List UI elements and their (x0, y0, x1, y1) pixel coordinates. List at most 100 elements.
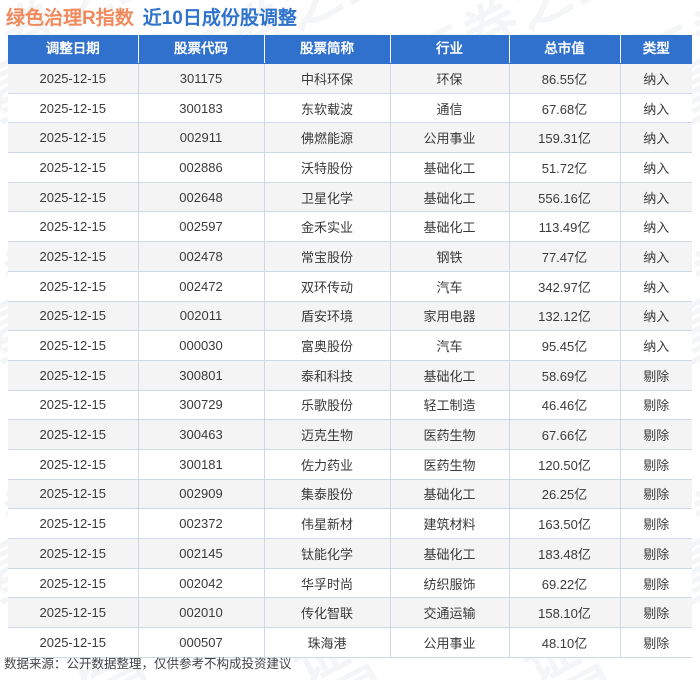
constituent-adjustment-table: 调整日期 股票代码 股票简称 行业 总市值 类型 2025-12-15 30117… (8, 35, 692, 658)
column-header-mktcap[interactable]: 总市值 (509, 35, 621, 64)
table-row[interactable]: 2025-12-15 002909 集泰股份 基础化工 26.25亿 剔除 (8, 479, 692, 510)
cell-industry: 基础化工 (390, 360, 510, 391)
cell-industry: 建筑材料 (390, 508, 510, 539)
cell-mktcap: 86.55亿 (509, 63, 621, 94)
cell-industry: 通信 (390, 93, 510, 124)
cell-mktcap: 48.10亿 (509, 627, 621, 658)
cell-mktcap: 113.49亿 (509, 211, 621, 243)
cell-date: 2025-12-15 (8, 93, 139, 124)
cell-mktcap: 183.48亿 (509, 538, 621, 569)
cell-date: 2025-12-15 (8, 241, 139, 272)
cell-mktcap: 46.46亿 (509, 390, 621, 421)
table-row[interactable]: 2025-12-15 301175 中科环保 环保 86.55亿 纳入 (8, 63, 692, 94)
cell-mktcap: 556.16亿 (509, 182, 621, 213)
cell-industry: 公用事业 (390, 122, 510, 154)
cell-type: 纳入 (620, 152, 692, 183)
cell-type: 纳入 (620, 271, 692, 302)
cell-name: 卫星化学 (264, 182, 391, 213)
cell-date: 2025-12-15 (8, 568, 139, 599)
cell-industry: 基础化工 (390, 152, 510, 183)
cell-name: 乐歌股份 (264, 390, 391, 421)
cell-name: 集泰股份 (264, 479, 391, 510)
table-row[interactable]: 2025-12-15 000507 珠海港 公用事业 48.10亿 剔除 (8, 627, 692, 658)
column-header-date[interactable]: 调整日期 (8, 35, 139, 64)
table-row[interactable]: 2025-12-15 002911 佛燃能源 公用事业 159.31亿 纳入 (8, 122, 692, 154)
table-row[interactable]: 2025-12-15 300801 泰和科技 基础化工 58.69亿 剔除 (8, 360, 692, 391)
cell-date: 2025-12-15 (8, 122, 139, 154)
cell-type: 剔除 (620, 479, 692, 510)
cell-mktcap: 26.25亿 (509, 479, 621, 510)
page-subtitle-label: 近10日成份股调整 (142, 8, 297, 29)
cell-industry: 基础化工 (390, 538, 510, 569)
table-row[interactable]: 2025-12-15 002011 盾安环境 家用电器 132.12亿 纳入 (8, 301, 692, 332)
cell-name: 钛能化学 (264, 538, 391, 569)
cell-code: 002909 (138, 479, 265, 510)
constituent-adjustment-table-container: 调整日期 股票代码 股票简称 行业 总市值 类型 2025-12-15 30117… (8, 35, 692, 658)
table-row[interactable]: 2025-12-15 002648 卫星化学 基础化工 556.16亿 纳入 (8, 182, 692, 213)
cell-type: 纳入 (620, 211, 692, 243)
cell-name: 盾安环境 (264, 301, 391, 332)
page-title: 绿色治理R指数 近10日成份股调整 (0, 0, 700, 30)
cell-mktcap: 67.68亿 (509, 93, 621, 124)
cell-type: 剔除 (620, 449, 692, 480)
table-row[interactable]: 2025-12-15 002145 钛能化学 基础化工 183.48亿 剔除 (8, 538, 692, 569)
table-row[interactable]: 2025-12-15 300729 乐歌股份 轻工制造 46.46亿 剔除 (8, 390, 692, 421)
cell-name: 泰和科技 (264, 360, 391, 391)
cell-industry: 医药生物 (390, 449, 510, 480)
cell-date: 2025-12-15 (8, 63, 139, 94)
cell-mktcap: 159.31亿 (509, 122, 621, 154)
cell-name: 华孚时尚 (264, 568, 391, 599)
table-row[interactable]: 2025-12-15 002478 常宝股份 钢铁 77.47亿 纳入 (8, 241, 692, 272)
cell-date: 2025-12-15 (8, 390, 139, 421)
cell-industry: 交通运输 (390, 597, 510, 629)
column-header-code[interactable]: 股票代码 (138, 35, 265, 64)
cell-name: 常宝股份 (264, 241, 391, 272)
cell-code: 002372 (138, 508, 265, 539)
cell-industry: 医药生物 (390, 419, 510, 450)
column-header-industry[interactable]: 行业 (390, 35, 510, 64)
table-body: 2025-12-15 301175 中科环保 环保 86.55亿 纳入 2025-12-15… (8, 63, 692, 658)
cell-code: 002042 (138, 568, 265, 599)
cell-code: 002478 (138, 241, 265, 272)
table-row[interactable]: 2025-12-15 002886 沃特股份 基础化工 51.72亿 纳入 (8, 152, 692, 183)
index-name-label: 绿色治理R指数 (6, 8, 134, 29)
table-row[interactable]: 2025-12-15 300181 佐力药业 医药生物 120.50亿 剔除 (8, 449, 692, 480)
column-header-name[interactable]: 股票简称 (264, 35, 391, 64)
cell-mktcap: 163.50亿 (509, 508, 621, 539)
cell-name: 传化智联 (264, 597, 391, 629)
cell-type: 剔除 (620, 508, 692, 539)
data-source-note: 数据来源：公开数据整理，仅供参考不构成投资建议 (4, 657, 292, 671)
table-row[interactable]: 2025-12-15 002372 伟星新材 建筑材料 163.50亿 剔除 (8, 508, 692, 539)
table-row[interactable]: 2025-12-15 002010 传化智联 交通运输 158.10亿 剔除 (8, 597, 692, 629)
table-row[interactable]: 2025-12-15 002597 金禾实业 基础化工 113.49亿 纳入 (8, 211, 692, 243)
column-header-type[interactable]: 类型 (620, 35, 692, 64)
cell-type: 剔除 (620, 419, 692, 450)
cell-mktcap: 342.97亿 (509, 271, 621, 302)
cell-name: 富奥股份 (264, 330, 391, 361)
table-row[interactable]: 2025-12-15 002042 华孚时尚 纺织服饰 69.22亿 剔除 (8, 568, 692, 599)
cell-date: 2025-12-15 (8, 271, 139, 302)
table-row[interactable]: 2025-12-15 002472 双环传动 汽车 342.97亿 纳入 (8, 271, 692, 302)
cell-industry: 基础化工 (390, 211, 510, 243)
cell-date: 2025-12-15 (8, 538, 139, 569)
cell-type: 剔除 (620, 597, 692, 629)
cell-industry: 钢铁 (390, 241, 510, 272)
cell-name: 东软载波 (264, 93, 391, 124)
cell-code: 002011 (138, 301, 265, 332)
cell-name: 双环传动 (264, 271, 391, 302)
table-row[interactable]: 2025-12-15 300463 迈克生物 医药生物 67.66亿 剔除 (8, 419, 692, 450)
cell-date: 2025-12-15 (8, 419, 139, 450)
cell-code: 300181 (138, 449, 265, 480)
cell-name: 迈克生物 (264, 419, 391, 450)
cell-code: 002886 (138, 152, 265, 183)
cell-code: 002597 (138, 211, 265, 243)
cell-type: 纳入 (620, 63, 692, 94)
cell-industry: 轻工制造 (390, 390, 510, 421)
cell-type: 剔除 (620, 390, 692, 421)
table-row[interactable]: 2025-12-15 000030 富奥股份 汽车 95.45亿 纳入 (8, 330, 692, 361)
cell-code: 000507 (138, 627, 265, 658)
cell-code: 002145 (138, 538, 265, 569)
cell-date: 2025-12-15 (8, 182, 139, 213)
cell-code: 300183 (138, 93, 265, 124)
table-row[interactable]: 2025-12-15 300183 东软载波 通信 67.68亿 纳入 (8, 93, 692, 124)
